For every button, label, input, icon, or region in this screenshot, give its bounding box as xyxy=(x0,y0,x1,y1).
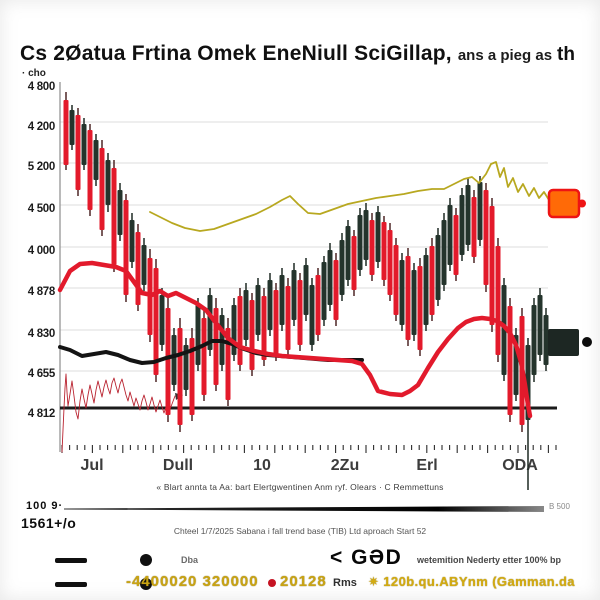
svg-text:10: 10 xyxy=(253,457,271,474)
svg-text:ODA: ODA xyxy=(502,457,538,474)
orange-badge-nub-icon xyxy=(578,199,586,208)
scale-top-label: 100 9· xyxy=(26,500,64,512)
orange-price-badge xyxy=(547,188,581,219)
title-end: th xyxy=(557,44,575,65)
svg-text:4 812: 4 812 xyxy=(28,408,55,420)
svg-text:4 500: 4 500 xyxy=(28,203,55,215)
legend-row-2: -4400020 320000 20128 Rms ✷ 120b.qu.ABYn… xyxy=(0,573,600,595)
scale-right-label: B 500 xyxy=(549,502,570,511)
svg-text:4 830: 4 830 xyxy=(28,328,55,340)
svg-text:4 655: 4 655 xyxy=(28,368,56,380)
legend-dash-icon xyxy=(55,558,87,563)
black-price-badge xyxy=(548,329,579,356)
svg-text:2Zu: 2Zu xyxy=(331,457,359,474)
svg-text:4 000: 4 000 xyxy=(28,245,55,257)
svg-text:4 878: 4 878 xyxy=(28,286,56,298)
scale-bar xyxy=(64,506,544,512)
title-main: Cs 2Øatua Frtina Omek EneNiull SciGillap… xyxy=(20,42,452,65)
legend-red-dot-icon xyxy=(268,579,276,587)
chart-caption: « Blart annta ta Aa: bart Elertgwentinen… xyxy=(156,482,444,492)
legend-brand-note: wetemition Nederty etter 100% bp xyxy=(417,555,562,565)
legend-label: Dba xyxy=(181,555,199,565)
oscillator-line xyxy=(61,373,176,453)
legend-dot-icon xyxy=(140,578,152,590)
svg-text:4 200: 4 200 xyxy=(28,121,55,133)
black-badge-dot-icon xyxy=(582,337,592,347)
svg-text:5 200: 5 200 xyxy=(28,161,55,173)
legend-values: -4400020 320000 xyxy=(126,573,259,590)
legend-dash-icon xyxy=(55,582,87,587)
legend-dot-icon xyxy=(140,554,152,566)
y-axis-labels: 4 800 4 200 5 200 4 500 4 000 4 878 4 830 4 655… xyxy=(28,81,56,420)
svg-text:4 800: 4 800 xyxy=(28,81,55,93)
legend-value-2: 20128 xyxy=(280,573,327,590)
page-title: Cs 2Øatua Frtina Omek EneNiull SciGillap… xyxy=(20,42,575,66)
x-axis-ticks xyxy=(61,445,557,453)
chart-subtitle: · cho xyxy=(22,68,46,79)
red-ma-line xyxy=(57,260,533,419)
candles xyxy=(63,92,549,490)
x-axis-labels: Jul Dull 10 2Zu Erl ODA xyxy=(80,457,538,474)
svg-text:Erl: Erl xyxy=(416,457,437,474)
svg-text:Dull: Dull xyxy=(163,457,193,474)
legend-row-1: Dba < GƏD wetemition Nederty etter 100% … xyxy=(0,546,600,571)
svg-text:Jul: Jul xyxy=(80,457,103,474)
legend-right-item: ✷ 120b.qu.ABYnm (Gamman.da xyxy=(368,574,575,589)
legend-suffix: Rms xyxy=(333,577,357,589)
legend-brand: < GƏD xyxy=(330,546,403,569)
title-tail: ans a pieg as xyxy=(457,47,553,64)
yellow-ma-line xyxy=(149,161,555,232)
scale-bottom-label: 1561+/o xyxy=(21,515,77,531)
footnote: Chteel 1/7/2025 Sabana i fall trend base… xyxy=(173,526,427,536)
